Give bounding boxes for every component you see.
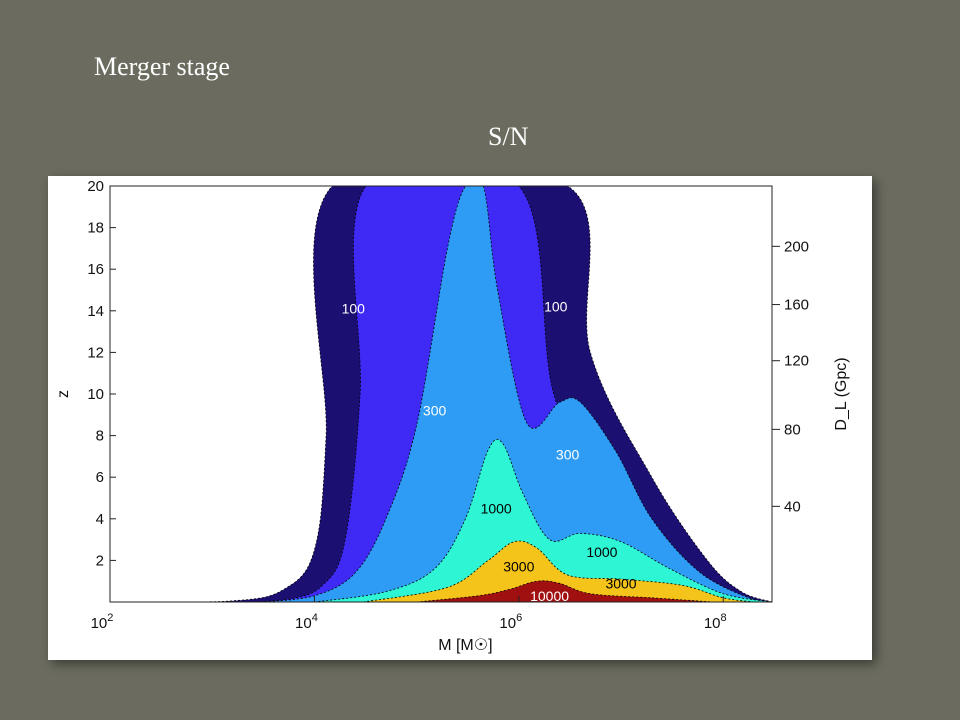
contour-label-10000: 10000 xyxy=(530,588,569,604)
contour-fills xyxy=(110,186,772,602)
y-tick-label: 20 xyxy=(87,178,104,195)
y-tick-label: 14 xyxy=(87,303,104,320)
contour-region-10000 xyxy=(416,580,714,602)
figure-panel: 2 4 6 8 10 12 14 16 18 20 102 104 106 108 40 80 120 160 20… xyxy=(48,176,872,660)
contour-label-30: 30 xyxy=(280,230,296,246)
contour-label-300: 300 xyxy=(556,446,580,462)
contour-label-30: 30 xyxy=(675,218,691,234)
x-tick-label: 108 xyxy=(704,612,727,632)
y2-tick-label: 160 xyxy=(784,297,809,314)
y2-tick-label: 200 xyxy=(784,238,809,255)
y-tick-label: 12 xyxy=(87,344,104,361)
contour-label-1000: 1000 xyxy=(586,544,617,560)
y-tick-label: 6 xyxy=(96,469,104,486)
x-tick-label: 102 xyxy=(91,612,114,632)
plot-axes: 2 4 6 8 10 12 14 16 18 20 102 104 106 108 40 80 120 160 20… xyxy=(55,178,850,654)
contour-label-1000: 1000 xyxy=(481,500,512,516)
contour-label-100: 100 xyxy=(544,299,568,315)
x-axis-title: M [M☉] xyxy=(438,637,492,654)
y-tick-label: 8 xyxy=(96,428,104,445)
contour-label-300: 300 xyxy=(423,403,447,419)
y2-axis-title: D_L (Gpc) xyxy=(833,357,850,430)
y2-tick-label: 120 xyxy=(784,353,809,370)
y2-tick-label: 40 xyxy=(784,498,801,515)
y-tick-label: 10 xyxy=(87,386,104,403)
contour-label-100: 100 xyxy=(342,301,366,317)
y-tick-label: 18 xyxy=(87,220,104,237)
contour-labels: 30 30 100 100 300 300 1000 1000 3000 3000 10000 xyxy=(280,218,690,604)
y-axis-title: z xyxy=(55,390,72,398)
contour-label-3000: 3000 xyxy=(503,559,534,575)
contour-chart: 2 4 6 8 10 12 14 16 18 20 102 104 106 108 40 80 120 160 20… xyxy=(55,178,850,654)
slide-title: Merger stage xyxy=(94,52,230,81)
contour-label-3000: 3000 xyxy=(605,575,636,591)
y-tick-label: 2 xyxy=(96,552,104,569)
slide-subtitle: S/N xyxy=(488,122,529,151)
x-tick-label: 106 xyxy=(499,612,522,632)
contour-region-300 xyxy=(260,186,772,602)
y2-tick-label: 80 xyxy=(784,421,801,438)
y-tick-label: 4 xyxy=(96,511,104,528)
x-tick-label: 104 xyxy=(295,612,318,632)
contour-region-3000 xyxy=(363,540,755,602)
y-tick-label: 16 xyxy=(87,261,104,278)
